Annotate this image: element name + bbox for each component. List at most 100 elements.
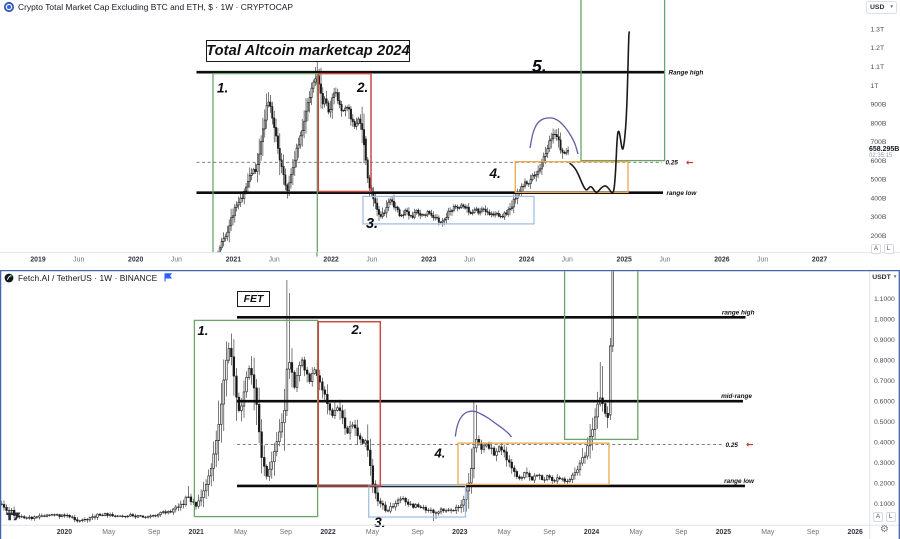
price-tick-0.3000: 0.3000 (874, 460, 895, 467)
panel-total-altcoin-marketcap: Range high range low 0.25 ← 1. 2. 3. 4. 5. 2019 Ju… (0, 0, 900, 270)
phase-box-2 (317, 72, 372, 193)
scale-buttons-top: A L (871, 243, 894, 254)
red-arrow-icon: ← (686, 159, 694, 169)
time-label-Sep: Sep (543, 529, 555, 536)
red-arrow-icon: ← (746, 441, 754, 451)
phase-box-x (563, 271, 639, 441)
phase-box-2 (317, 320, 382, 487)
phase-number-2: 2. (350, 322, 362, 337)
time-label-Jun: Jun (73, 256, 84, 263)
level-label: Range high (668, 70, 703, 77)
time-label-Jun: Jun (269, 256, 280, 263)
time-label-2021: 2021 (189, 529, 204, 536)
candle-wicks (217, 58, 569, 253)
time-label-Sep: Sep (807, 529, 819, 536)
log-scale-button[interactable]: L (885, 512, 896, 522)
symbol-legend-total3[interactable]: Crypto Total Market Cap Excluding BTC an… (4, 2, 293, 12)
time-label-May: May (102, 529, 116, 536)
time-label-2023: 2023 (452, 529, 467, 536)
scale-buttons-bottom: A L (873, 512, 896, 522)
time-label-Jun: Jun (562, 256, 573, 263)
level-label: range high (722, 309, 755, 316)
time-label-May: May (761, 529, 775, 536)
time-label-Jun: Jun (464, 256, 475, 263)
phase-box-4 (514, 161, 629, 194)
price-tick-1.3T: 1.3T (871, 26, 885, 33)
fet-ticker-annotation[interactable]: FET (237, 291, 270, 307)
level-label: 0.25 (726, 442, 739, 449)
price-tick-900B: 900B (871, 102, 887, 109)
price-tick-0.8000: 0.8000 (874, 357, 895, 364)
currency-dropdown-usdt[interactable]: USDT ▾ (872, 274, 896, 281)
phase-number-1: 1. (217, 80, 228, 95)
symbol-legend-fet[interactable]: Fetch.AI / TetherUS · 1W · BINANCE (4, 272, 173, 283)
time-label-Sep: Sep (411, 529, 423, 536)
price-tick-0.5000: 0.5000 (874, 419, 895, 426)
time-label-2021: 2021 (226, 256, 241, 263)
phase-box-3 (362, 195, 535, 225)
phase-box-4 (457, 442, 610, 486)
time-label-Sep: Sep (280, 529, 292, 536)
time-label-Jun: Jun (366, 256, 377, 263)
time-label-2020: 2020 (57, 529, 72, 536)
phase-number-4: 4. (433, 445, 445, 460)
panel-fet-tetherus: range high mid-range range low 0.25 ← 1. 2. 3. 4… (0, 270, 900, 539)
time-label-2025: 2025 (716, 529, 731, 536)
currency-label-usd: USD (870, 3, 885, 11)
price-tick-1.2T: 1.2T (871, 45, 885, 52)
time-label-Jun: Jun (659, 256, 670, 263)
up-candles (218, 75, 570, 253)
phase-number-3: 3. (366, 216, 378, 232)
phase-box-3 (368, 484, 467, 518)
price-tick-700B: 700B (871, 139, 887, 146)
time-label-2025: 2025 (617, 256, 632, 263)
currency-dropdown-usd[interactable]: USD ▾ (866, 1, 897, 14)
phase-number-3: 3. (374, 514, 386, 530)
phase-box-1 (212, 72, 318, 253)
time-label-Sep: Sep (675, 529, 687, 536)
phase-number-1: 1. (198, 323, 209, 338)
chart-title-annotation[interactable]: Total Altcoin marketcap 2024 (206, 40, 410, 62)
cryptocap-logo-icon (4, 1, 14, 12)
price-tick-0.9000: 0.9000 (874, 337, 895, 344)
price-tick-200B: 200B (871, 233, 887, 240)
flag-icon[interactable] (164, 273, 173, 282)
auto-scale-button[interactable]: A (873, 512, 883, 522)
time-label-2023: 2023 (421, 256, 436, 263)
time-label-2026: 2026 (848, 529, 863, 536)
time-label-2026: 2026 (714, 256, 729, 263)
auto-scale-button[interactable]: A (871, 243, 881, 254)
level-label: mid-range (721, 393, 752, 400)
chart-canvas-fet[interactable]: range high mid-range range low 0.25 ← 1. 2. 3. 4… (0, 270, 900, 539)
price-tick-400B: 400B (871, 195, 887, 202)
tradingview-logo (6, 512, 21, 521)
fetchai-logo-icon (4, 273, 14, 282)
level-label: 0.25 (666, 160, 679, 167)
chart-canvas-total3[interactable]: Range high range low 0.25 ← 1. 2. 3. 4. 5. 2019 Ju… (0, 0, 900, 270)
price-tick-0.7000: 0.7000 (874, 378, 895, 385)
price-tick-1.1000: 1.1000 (874, 296, 895, 303)
arc-annotation (454, 410, 512, 438)
phase-box-5 (580, 0, 666, 162)
symbol-title-fet: Fetch.AI / TetherUS · 1W · BINANCE (18, 272, 158, 283)
log-scale-button[interactable]: L (883, 243, 894, 254)
last-price-value: 658.295B (869, 145, 900, 153)
time-label-May: May (366, 529, 380, 536)
currency-label-usdt: USDT (872, 273, 891, 281)
price-tick-0.2000: 0.2000 (874, 480, 895, 487)
phase-number-5: 5. (532, 56, 547, 76)
level-label: range low (724, 478, 755, 485)
time-label-2024: 2024 (584, 529, 599, 536)
price-tick-600B: 600B (871, 158, 887, 165)
price-tick-800B: 800B (871, 120, 887, 127)
time-label-2020: 2020 (128, 256, 143, 263)
time-label-May: May (498, 529, 512, 536)
arc-annotation (529, 117, 579, 155)
phase-number-4: 4. (489, 166, 501, 181)
time-label-Jun: Jun (171, 256, 182, 263)
price-tick-1.1T: 1.1T (871, 64, 885, 71)
time-label-2027: 2027 (812, 256, 827, 263)
chevron-down-icon: ▾ (890, 4, 893, 11)
gear-icon[interactable]: ⚙ (880, 524, 889, 535)
